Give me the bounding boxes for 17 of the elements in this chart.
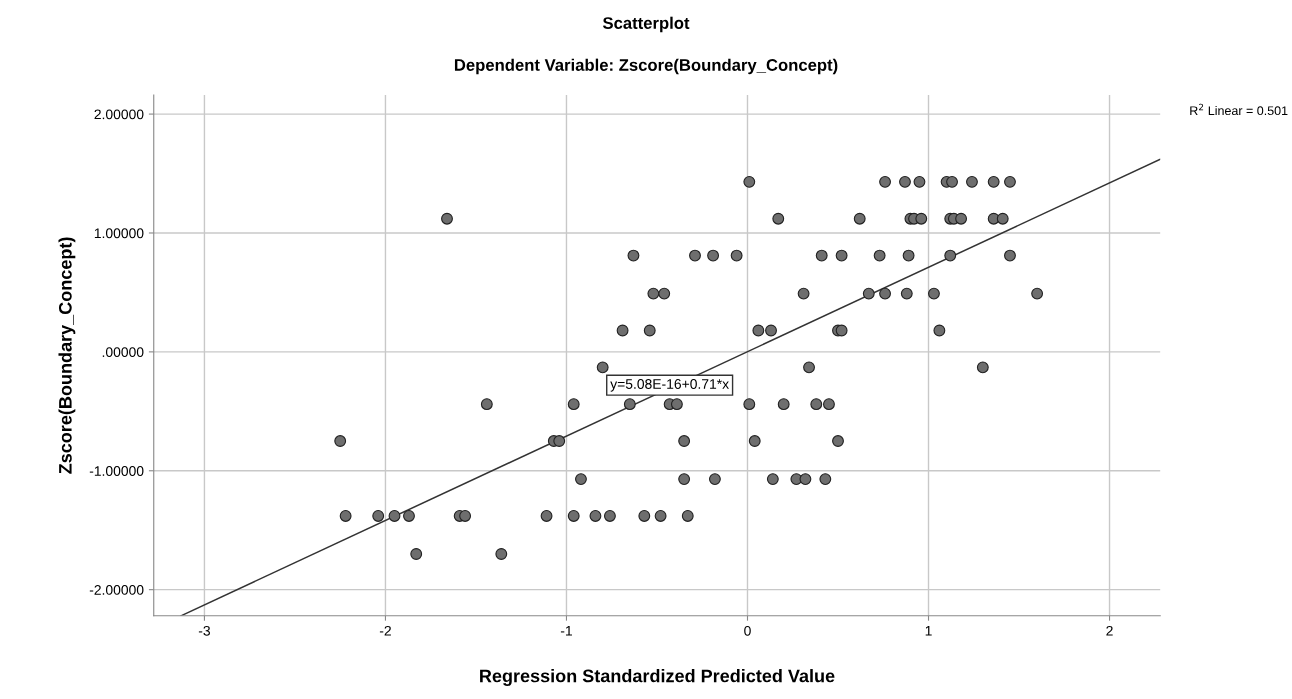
- y-tick-label: 1.00000: [94, 228, 144, 239]
- x-tick-label: 1: [925, 626, 932, 636]
- x-tick-label: -3: [198, 625, 210, 636]
- y-tick-label: -2.00000: [89, 585, 144, 595]
- annotation: y=5.08E-16+0.71*x: [610, 379, 729, 392]
- x-axis-title: Regression Standardized Predicted Value: [480, 669, 835, 686]
- y-tick-label: 2.00000: [94, 109, 144, 120]
- x-tick-label: 0: [744, 625, 751, 636]
- x-tick-label: 2: [1106, 625, 1113, 636]
- chart-subtitle: Dependent Variable: Zscore(Boundary_Concept): [454, 58, 838, 75]
- y-tick-label: .00000: [102, 347, 144, 358]
- x-tick-label: -2: [379, 625, 391, 636]
- text: R$^{2}$ Linear = 0.501: [1190, 103, 1288, 116]
- chart-title: Scatterplot: [602, 16, 690, 33]
- x-tick-label: -1: [560, 626, 572, 636]
- y-tick-label: -1.00000: [89, 466, 144, 476]
- y-axis-title: Zscore(Boundary_Concept): [58, 237, 76, 474]
